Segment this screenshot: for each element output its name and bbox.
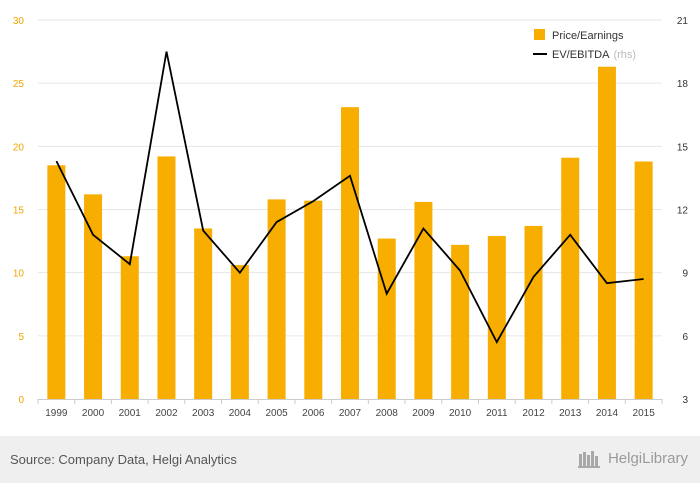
- x-tick-label: 2014: [596, 408, 619, 419]
- x-tick-label: 2007: [339, 408, 362, 419]
- x-tick-label: 2012: [522, 408, 545, 419]
- chart-canvas: 0 5 10 15 20 25 30 3 6 9 12 15 18 21 1999 2000 2001 200…: [13, 16, 689, 419]
- bar-2003: [194, 228, 213, 399]
- legend-label-ev-ebitda: EV/EBITDA (rhs): [552, 49, 636, 61]
- bar-2006: [304, 200, 323, 399]
- x-tick-label: 2006: [302, 408, 325, 419]
- legend-note-rhs: (rhs): [613, 49, 636, 61]
- right-tick-label: 18: [677, 79, 689, 90]
- x-axis-ticks: 1999 2000 2001 2002 2003 2004 2005 2006 2007 2008…: [37, 399, 663, 419]
- right-axis-ticks: 3 6 9 12 15 18 21: [677, 16, 689, 406]
- bar-2001: [120, 256, 139, 399]
- bar-2011: [487, 236, 506, 399]
- x-tick-label: 2002: [155, 408, 178, 419]
- bar-2009: [414, 201, 433, 399]
- brand-name: HelgiLibrary: [607, 449, 688, 467]
- footer: Source: Company Data, Helgi Analytics He…: [0, 436, 700, 483]
- bar-2004: [230, 265, 249, 399]
- left-tick-label: 25: [13, 79, 25, 90]
- bar-1999: [47, 165, 66, 399]
- left-tick-label: 30: [13, 16, 25, 27]
- x-tick-label: 1999: [45, 408, 68, 419]
- x-tick-label: 2005: [265, 408, 288, 419]
- brand-logo[interactable]: HelgiLibrary: [577, 448, 688, 468]
- bar-2010: [451, 244, 470, 399]
- bar-2005: [267, 199, 286, 399]
- right-tick-label: 15: [677, 142, 689, 153]
- x-tick-label: 2009: [412, 408, 435, 419]
- left-axis-ticks: 0 5 10 15 20 25 30: [13, 16, 25, 406]
- x-tick-label: 2000: [82, 408, 105, 419]
- legend-swatch-price-earnings: [534, 29, 545, 40]
- bar-2002: [157, 156, 176, 399]
- bar-series: [47, 66, 653, 400]
- bar-2000: [84, 194, 103, 399]
- bar-2008: [377, 238, 396, 399]
- left-tick-label: 20: [13, 142, 25, 153]
- bar-2012: [524, 225, 543, 399]
- x-tick-label: 2001: [119, 408, 142, 419]
- x-tick-label: 2011: [486, 408, 508, 419]
- legend-label-ev-ebitda-text: EV/EBITDA: [552, 49, 610, 61]
- x-tick-label: 2004: [229, 408, 252, 419]
- right-tick-label: 9: [682, 269, 688, 280]
- ev-ebitda-line: [55, 51, 644, 344]
- right-tick-label: 21: [677, 16, 689, 27]
- left-tick-label: 10: [13, 269, 25, 280]
- x-tick-label: 2013: [559, 408, 582, 419]
- x-tick-label: 2008: [376, 408, 399, 419]
- x-tick-label: 2003: [192, 408, 215, 419]
- bar-2014: [597, 66, 616, 399]
- legend-label-price-earnings: Price/Earnings: [552, 30, 624, 42]
- source-note: Source: Company Data, Helgi Analytics: [10, 452, 237, 467]
- line-series: [55, 51, 644, 344]
- x-tick-label: 2010: [449, 408, 472, 419]
- left-tick-label: 0: [18, 395, 24, 406]
- right-tick-label: 12: [677, 206, 689, 217]
- bar-2013: [561, 157, 580, 399]
- right-tick-label: 6: [682, 332, 688, 343]
- right-tick-label: 3: [682, 395, 688, 406]
- bar-2007: [341, 107, 359, 400]
- left-tick-label: 5: [18, 332, 24, 343]
- x-tick-label: 2015: [633, 408, 656, 419]
- legend: Price/Earnings EV/EBITDA (rhs): [533, 29, 636, 61]
- left-tick-label: 15: [13, 206, 25, 217]
- library-icon: [577, 451, 600, 468]
- bar-2015: [634, 161, 653, 399]
